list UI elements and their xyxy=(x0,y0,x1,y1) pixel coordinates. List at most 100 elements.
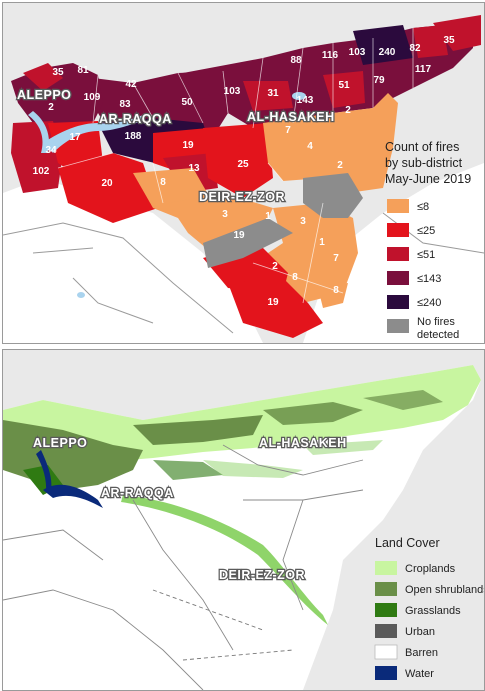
legend-label: ≤240 xyxy=(417,297,441,309)
svg-text:AL-HASAKEH: AL-HASAKEH xyxy=(259,436,347,450)
legend-label: ≤25 xyxy=(417,225,435,237)
legend-label-nofire-line-1: No fires xyxy=(417,316,455,328)
count-label: 19 xyxy=(233,230,245,241)
legend-label: ≤8 xyxy=(417,201,429,213)
count-label: 81 xyxy=(77,65,89,76)
count-label: 102 xyxy=(33,166,50,177)
svg-text:ALEPPO: ALEPPO xyxy=(17,88,71,102)
zone-hasakeh-31 xyxy=(243,81,293,111)
shrublands-northeast xyxy=(363,390,443,410)
shrublands-north xyxy=(133,415,263,445)
zone-hasakeh-240 xyxy=(353,25,413,65)
river-upper xyxy=(28,111,50,153)
count-label: 34 xyxy=(45,145,57,156)
svg-text:ALEPPO: ALEPPO xyxy=(17,88,71,102)
count-label: 42 xyxy=(125,79,137,90)
legend-swatch xyxy=(375,624,397,638)
zone-hasakeh-35 xyxy=(433,15,481,51)
legend-title: Land Cover xyxy=(375,536,440,550)
zone-deir-25 xyxy=(203,123,273,198)
fire-count-map-canvas: ALEPPO ALEPPO AR-RAQQA AR-RAQQA AL-HASAK… xyxy=(3,3,484,343)
count-label: 13 xyxy=(188,163,200,174)
count-label: 25 xyxy=(237,159,249,170)
fire-count-map: ALEPPO ALEPPO AR-RAQQA AR-RAQQA AL-HASAK… xyxy=(2,2,485,344)
land-cover-map: ALEPPO ALEPPO AR-RAQQA AR-RAQQA AL-HASAK… xyxy=(2,349,485,691)
legend-label: Grasslands xyxy=(405,605,461,617)
count-label: 143 xyxy=(297,95,314,106)
count-label: 7 xyxy=(333,253,339,264)
zone-hasakeh-82 xyxy=(413,25,448,58)
count-label: 51 xyxy=(338,80,350,91)
count-label: 2 xyxy=(337,160,343,171)
legend-swatch-nofire xyxy=(387,319,409,333)
count-label: 116 xyxy=(322,50,339,61)
region-label-aleppo: ALEPPO ALEPPO xyxy=(32,435,88,452)
count-label: 109 xyxy=(84,92,101,103)
region-label-ar-raqqa: AR-RAQQA AR-RAQQA xyxy=(100,485,175,502)
count-label: 1 xyxy=(319,237,325,248)
croplands-east-fragments xyxy=(303,440,383,455)
zone-deir-3 xyxy=(168,193,273,258)
count-label: 3 xyxy=(222,209,228,220)
count-label: 117 xyxy=(415,64,432,75)
region-label-ar-raqqa: AR-RAQQA AR-RAQQA xyxy=(98,111,173,128)
svg-text:AL-HASAKEH: AL-HASAKEH xyxy=(247,110,335,124)
count-label: 35 xyxy=(443,35,455,46)
legend-label: Water xyxy=(405,668,434,680)
count-label: 2 xyxy=(272,261,278,272)
legend-swatch xyxy=(387,223,409,237)
zone-hasakeh-51 xyxy=(323,71,365,108)
svg-text:AR-RAQQA: AR-RAQQA xyxy=(101,486,174,500)
svg-text:AL-HASAKEH: AL-HASAKEH xyxy=(247,110,335,124)
svg-text:DEIR-EZ-ZOR: DEIR-EZ-ZOR xyxy=(219,568,305,582)
legend-label: Open shrublands xyxy=(405,584,484,596)
count-label: 50 xyxy=(181,97,193,108)
legend-swatch xyxy=(387,295,409,309)
count-label: 88 xyxy=(290,55,302,66)
legend-swatch xyxy=(375,582,397,596)
grasslands-raqqa xyxy=(153,460,223,480)
count-label: 19 xyxy=(267,297,279,308)
zone-deir-19-south xyxy=(228,278,323,338)
legend-label: ≤143 xyxy=(417,273,441,285)
svg-text:DEIR-EZ-ZOR: DEIR-EZ-ZOR xyxy=(219,568,305,582)
legend-swatch xyxy=(387,199,409,213)
count-label: 240 xyxy=(379,47,396,58)
small-lake xyxy=(77,292,85,298)
count-label: 4 xyxy=(307,141,313,152)
croplands-fragments xyxy=(203,460,303,478)
region-label-deir-ez-zor: DEIR-EZ-ZOR DEIR-EZ-ZOR xyxy=(218,567,306,584)
count-label: 31 xyxy=(267,88,279,99)
count-label: 17 xyxy=(69,132,81,143)
region-label-aleppo: ALEPPO ALEPPO xyxy=(16,87,72,104)
count-label: 103 xyxy=(224,86,241,97)
count-label: 8 xyxy=(292,272,298,283)
count-label: 3 xyxy=(300,216,306,227)
zone-nofire-deir xyxy=(203,218,293,268)
svg-text:AL-HASAKEH: AL-HASAKEH xyxy=(259,436,347,450)
dashed-boundaries xyxy=(152,589,294,661)
legend-swatch xyxy=(374,644,398,660)
legend-swatch xyxy=(375,666,397,680)
count-label: 7 xyxy=(285,125,291,136)
count-label: 1 xyxy=(265,211,271,222)
legend-swatch xyxy=(387,271,409,285)
count-label: 2 xyxy=(345,105,351,116)
admin-boundaries xyxy=(3,444,364,690)
legend-swatch xyxy=(375,561,397,575)
zone-aleppo-20 xyxy=(58,153,158,223)
zone-aleppo-35 xyxy=(23,63,63,91)
count-label: 35 xyxy=(52,67,64,78)
land-cover-legend: Land Cover Croplands Open shrublands Gra… xyxy=(374,536,484,680)
river-upper xyxy=(36,450,52,492)
count-label: 83 xyxy=(119,99,131,110)
svg-text:AR-RAQQA: AR-RAQQA xyxy=(99,112,172,126)
region-label-al-hasakeh: AL-HASAKEH AL-HASAKEH xyxy=(258,435,348,452)
legend-title-line-1: Count of fires xyxy=(385,140,459,154)
croplands-north xyxy=(3,365,481,462)
land-cover-map-canvas: ALEPPO ALEPPO AR-RAQQA AR-RAQQA AL-HASAK… xyxy=(3,350,484,690)
fire-legend: Count of fires by sub-district May-June … xyxy=(385,140,471,341)
count-label: 103 xyxy=(349,47,366,58)
count-label: 188 xyxy=(125,131,142,142)
legend-title-line-2: by sub-district xyxy=(385,156,463,170)
